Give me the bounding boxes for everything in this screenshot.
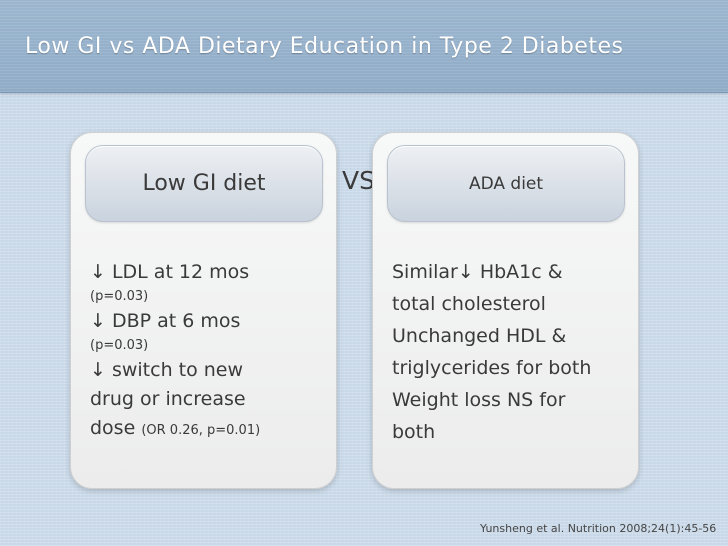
citation: Yunsheng et al. Nutrition 2008;24(1):45-…	[480, 522, 717, 535]
low-gi-header: Low GI diet	[85, 145, 323, 222]
down-arrow-icon: ↓	[90, 359, 106, 381]
odds-ratio-note: (OR 0.26, p=0.01)	[141, 423, 261, 438]
list-line: Unchanged HDL &	[392, 325, 567, 347]
ada-panel: ADA diet	[372, 132, 639, 489]
item-text: switch to new	[105, 359, 244, 381]
title-bar: Low GI vs ADA Dietary Education in Type …	[0, 0, 728, 93]
p-value-note: (p=0.03)	[90, 289, 149, 304]
item-text: DBP at 6 mos	[105, 310, 241, 332]
list-line: total cholesterol	[392, 293, 546, 315]
down-arrow-icon: ↓	[90, 310, 106, 332]
list-line: Weight loss NS for	[392, 389, 566, 411]
p-value-note: (p=0.03)	[90, 338, 149, 353]
down-arrow-icon: ↓	[90, 261, 106, 283]
list-line: Similar↓ HbA1c &	[392, 261, 563, 283]
list-line: triglycerides for both	[392, 357, 592, 379]
low-gi-panel: Low GI diet	[70, 132, 337, 489]
list-item: ↓ switch to new	[90, 356, 330, 385]
item-text-line2: drug or increase	[90, 388, 246, 410]
item-text: LDL at 12 mos	[105, 261, 250, 283]
item-text-line3: dose (OR 0.26, p=0.01)	[90, 414, 330, 443]
ada-header: ADA diet	[387, 145, 625, 222]
item-text: dose	[90, 417, 136, 439]
low-gi-list: ↓ LDL at 12 mos (p=0.03) ↓ DBP at 6 mos …	[90, 258, 330, 443]
slide-title: Low GI vs ADA Dietary Education in Type …	[25, 34, 624, 59]
list-line: both	[392, 421, 436, 443]
ada-list: Similar↓ HbA1c & total cholesterol Uncha…	[392, 256, 632, 448]
list-item: ↓ LDL at 12 mos	[90, 258, 330, 287]
list-item: ↓ DBP at 6 mos	[90, 307, 330, 336]
vs-label: VS	[342, 166, 375, 195]
